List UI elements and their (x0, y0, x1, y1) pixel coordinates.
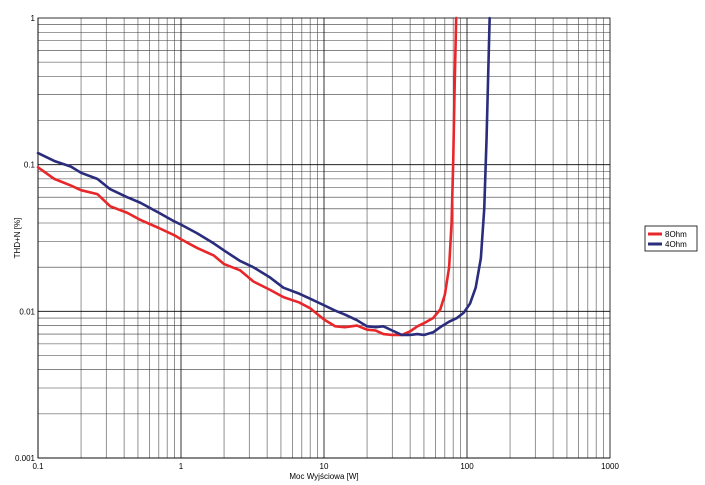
x-tick-label: 100 (460, 462, 474, 471)
x-tick-label: 1000 (601, 462, 619, 471)
y-tick-label: 1 (31, 14, 36, 23)
series-lines (36, 16, 491, 337)
series-line-8ohm (36, 16, 458, 337)
x-tick-label: 0.1 (32, 462, 44, 471)
legend-label-8ohm: 8Ohm (665, 230, 687, 239)
y-tick-label: 0.1 (24, 161, 36, 170)
legend: 8Ohm 4Ohm (644, 225, 698, 252)
x-axis-label: Moc Wyjściowa [W] (289, 472, 358, 481)
y-axis-label: THD+N [%] (13, 218, 22, 259)
legend-label-4ohm: 4Ohm (665, 240, 687, 249)
y-tick-label: 0.01 (19, 307, 35, 316)
x-axis-tick-labels: 0.1 1 10 100 1000 (32, 462, 619, 471)
x-tick-label: 10 (320, 462, 329, 471)
series-line-4ohm (36, 16, 491, 337)
x-tick-label: 1 (179, 462, 184, 471)
plot-area-border (37, 17, 611, 459)
y-axis-tick-labels: 1 0.1 0.01 0.001 (15, 14, 36, 463)
legend-box (644, 225, 698, 252)
y-tick-label: 0.001 (15, 454, 36, 463)
